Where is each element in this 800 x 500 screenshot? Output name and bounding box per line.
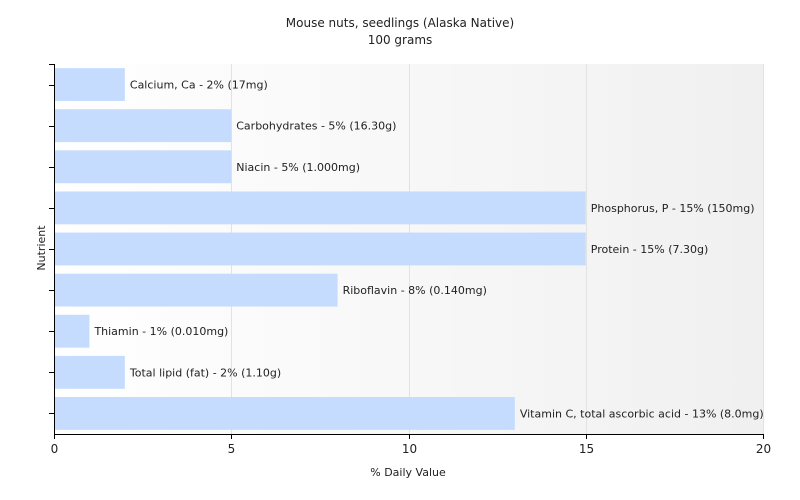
- bar-label-5: Riboflavin - 8% (0.140mg): [343, 284, 487, 297]
- bar-3: [55, 191, 586, 225]
- x-tick-label-4: 20: [756, 442, 771, 456]
- bar-4: [55, 232, 586, 266]
- chart-title: Mouse nuts, seedlings (Alaska Native): [286, 16, 514, 30]
- bar-label-7: Total lipid (fat) - 2% (1.10g): [129, 366, 281, 379]
- x-tick-label-0: 0: [51, 442, 59, 456]
- bar-label-0: Calcium, Ca - 2% (17mg): [130, 79, 268, 92]
- bar-6: [55, 314, 90, 348]
- bar-label-6: Thiamin - 1% (0.010mg): [93, 325, 228, 338]
- x-tick-label-3: 15: [579, 442, 594, 456]
- bar-8: [55, 397, 515, 430]
- bar-label-8: Vitamin C, total ascorbic acid - 13% (8.…: [520, 407, 764, 420]
- bar-label-3: Phosphorus, P - 15% (150mg): [591, 202, 755, 215]
- x-axis-label: % Daily Value: [370, 466, 446, 479]
- bar-7: [55, 355, 125, 389]
- chart-subtitle: 100 grams: [368, 33, 433, 47]
- bar-label-1: Carbohydrates - 5% (16.30g): [236, 120, 396, 133]
- x-tick-label-1: 5: [228, 442, 236, 456]
- y-axis-label: Nutrient: [35, 225, 48, 271]
- bar-0: [55, 68, 125, 101]
- bar-1: [55, 109, 232, 143]
- bar-2: [55, 150, 232, 184]
- bar-5: [55, 273, 338, 307]
- bar-label-4: Protein - 15% (7.30g): [591, 243, 709, 256]
- bar-label-2: Niacin - 5% (1.000mg): [236, 161, 360, 174]
- x-tick-label-2: 10: [402, 442, 417, 456]
